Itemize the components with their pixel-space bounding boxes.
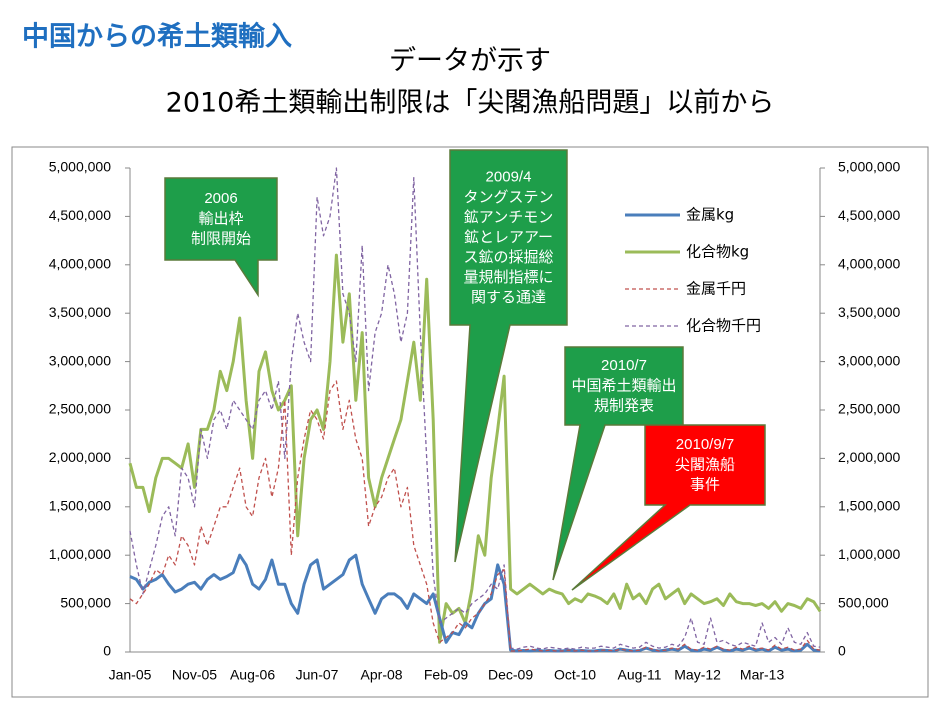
callout-text: タングステン	[463, 188, 553, 206]
x-tick-label: Aug-06	[230, 667, 275, 683]
series-line	[128, 253, 822, 644]
legend-label: 金属千円	[686, 280, 746, 298]
callout-title: 2010/7	[601, 357, 647, 374]
callout-text: 鉱とレアアー	[464, 228, 553, 246]
y-tick-label: 2,000,000	[49, 449, 111, 465]
y-tick-label: 5,000,000	[49, 159, 111, 175]
x-tick-label: Dec-09	[488, 667, 533, 683]
y-tick-label: 3,500,000	[49, 304, 111, 320]
callout-title: 2010/9/7	[676, 436, 734, 453]
x-tick-label: Jun-07	[296, 667, 339, 683]
callout-text: 規制発表	[594, 397, 654, 415]
callout-text: 量規制指標に	[463, 268, 553, 286]
y-tick-label: 1,500,000	[49, 498, 111, 514]
y-tick-label: 1,000,000	[49, 546, 111, 562]
chart-subtitle: 2010希土類輸出制限は「尖閣漁船問題」以前から	[166, 88, 775, 119]
legend-label: 金属kg	[686, 206, 734, 224]
chart-frame	[11, 146, 929, 698]
y2-tick-label: 2,000,000	[838, 449, 900, 465]
callout-title: 2006	[204, 190, 237, 207]
y2-tick-label: 2,500,000	[838, 401, 900, 417]
callout-text: 輸出枠	[198, 210, 243, 228]
series-line	[129, 553, 821, 653]
chart-title: データが示す	[389, 46, 551, 77]
callout-box	[164, 177, 278, 298]
x-tick-label: Apr-08	[361, 667, 403, 683]
y-tick-label: 3,000,000	[49, 352, 111, 368]
series-line	[129, 167, 821, 650]
y2-tick-label: 4,000,000	[838, 256, 900, 272]
y2-tick-label: 5,000,000	[838, 159, 900, 175]
legend-label: 化合物千円	[686, 317, 761, 335]
callout-text: 中国希土類輸出	[571, 377, 676, 395]
series-line	[129, 380, 821, 652]
callout-text: 事件	[690, 476, 720, 494]
y2-tick-label: 500,000	[838, 594, 889, 610]
heading: 中国からの希土類輸入	[22, 21, 292, 53]
callout-text: 制限開始	[191, 230, 251, 248]
callout-text: 鉱アンチモン	[464, 208, 553, 226]
callout-text: 尖閣漁船	[675, 456, 735, 474]
x-tick-label: Oct-10	[554, 667, 596, 683]
callout-text: 関する通達	[471, 288, 546, 306]
x-tick-label: Feb-09	[424, 667, 469, 683]
x-tick-label: Nov-05	[172, 667, 217, 683]
callout-box	[571, 424, 766, 591]
y-tick-label: 0	[103, 643, 111, 659]
callout-text: ス鉱の採掘総	[463, 248, 553, 266]
x-tick-label: Jan-05	[109, 667, 152, 683]
y2-tick-label: 1,500,000	[838, 498, 900, 514]
x-tick-label: Mar-13	[740, 667, 785, 683]
y2-tick-label: 4,500,000	[838, 207, 900, 223]
y-tick-label: 4,500,000	[49, 207, 111, 223]
y2-tick-label: 3,000,000	[838, 352, 900, 368]
y2-tick-label: 1,000,000	[838, 546, 900, 562]
y-tick-label: 2,500,000	[49, 401, 111, 417]
y-tick-label: 4,000,000	[49, 256, 111, 272]
callout-box	[449, 149, 568, 563]
callout-box	[552, 346, 684, 581]
y2-tick-label: 0	[838, 643, 846, 659]
callout-title: 2009/4	[486, 168, 532, 185]
legend-label: 化合物kg	[686, 243, 749, 261]
x-tick-label: May-12	[674, 667, 721, 683]
x-tick-label: Aug-11	[617, 667, 661, 683]
y-tick-label: 500,000	[60, 594, 111, 610]
y2-tick-label: 3,500,000	[838, 304, 900, 320]
